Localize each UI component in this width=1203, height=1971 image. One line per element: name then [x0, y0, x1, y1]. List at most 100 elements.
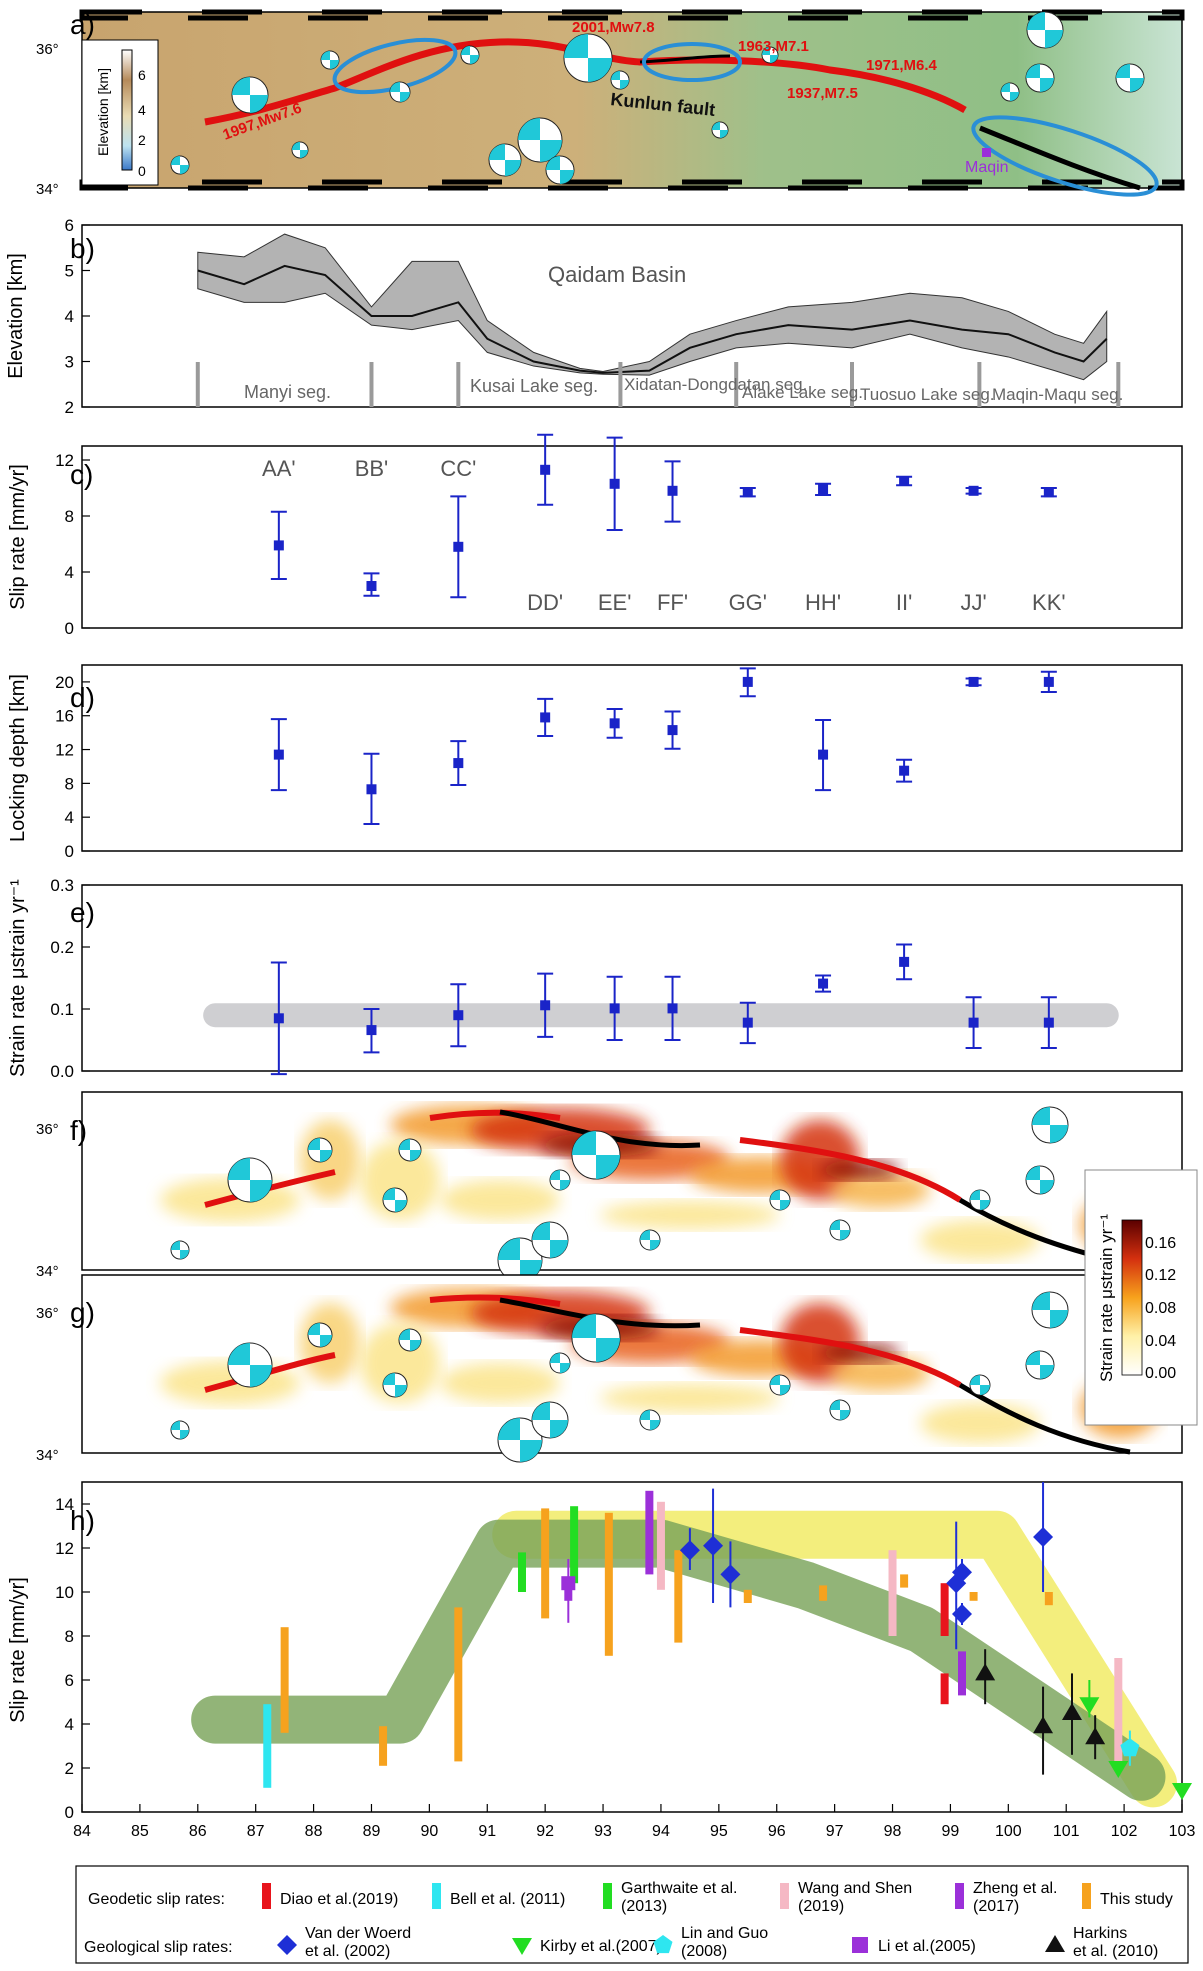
strain-rate-colorbar: Strain rate μstrain yr⁻¹ 0.16 0.12 0.08 …	[1084, 1169, 1198, 1426]
y-tick-label: 0.2	[50, 938, 74, 957]
data-point	[609, 478, 620, 489]
strain-hotspot	[820, 1343, 900, 1363]
legend-label: (2017)	[973, 1898, 1019, 1915]
geodetic-rate-bar	[454, 1607, 463, 1762]
data-point	[742, 1017, 753, 1028]
geodetic-rate-bar	[541, 1508, 550, 1619]
beachball-quadrant	[572, 1314, 620, 1362]
beachball-quadrant	[518, 118, 562, 162]
beachball-quadrant	[640, 1230, 660, 1250]
y-tick-label: 12	[55, 741, 74, 760]
legend-swatch	[432, 1883, 441, 1909]
panel-a-map: Maqin 2001,Mw7.8 1963,M7.1 1971,M6.4 193…	[36, 9, 1185, 198]
panel-label: g)	[70, 1297, 95, 1328]
beachball-quadrant	[171, 1421, 189, 1439]
y-tick-label: 0.1	[50, 1000, 74, 1019]
y-tick-label: 16	[55, 707, 74, 726]
legend-label: (2019)	[798, 1898, 844, 1915]
elevation-profile	[197, 233, 1108, 381]
town-marker	[982, 148, 991, 157]
data-point	[968, 485, 979, 496]
y-tick-label: 8	[65, 774, 74, 793]
legend-title-geodetic: Geodetic slip rates:	[88, 1891, 225, 1908]
lat-tick: 36°	[36, 41, 59, 58]
beachball-quadrant	[572, 1131, 620, 1179]
y-tick-label: 4	[65, 563, 74, 582]
beachball-quadrant	[308, 1138, 332, 1162]
strain-hotspot	[920, 1403, 1040, 1443]
rupture-trace	[204, 1109, 962, 1208]
strain-hotspot	[300, 1303, 360, 1383]
x-tick-label: 95	[710, 1823, 728, 1840]
colorbar-tick: 0.08	[1145, 1300, 1176, 1317]
colorbar-tick: 0.16	[1145, 1235, 1176, 1252]
x-tick-label: 103	[1169, 1823, 1196, 1840]
beachball-quadrant	[232, 77, 268, 113]
colorbar-tick: 0.04	[1145, 1333, 1176, 1350]
y-axis-label: Elevation [km]	[5, 253, 27, 379]
town-label: Maqin	[965, 159, 1009, 176]
beachball-quadrant	[770, 1190, 790, 1210]
beachball-quadrant	[1001, 83, 1019, 101]
x-tick-label: 87	[247, 1823, 265, 1840]
x-tick-label: 84	[73, 1823, 91, 1840]
x-tick-label: 101	[1053, 1823, 1080, 1840]
beachball-quadrant	[532, 1402, 568, 1438]
x-tick-label: 86	[189, 1823, 207, 1840]
geological-rate-marker	[975, 1663, 996, 1681]
data-point	[273, 749, 284, 760]
data-point	[540, 1000, 551, 1011]
geodetic-rate-bar	[900, 1574, 909, 1588]
y-tick-label: 12	[55, 451, 74, 470]
mean-elevation-line	[197, 264, 1108, 374]
y-tick-label: 4	[65, 1715, 74, 1734]
beachball-quadrant	[611, 71, 629, 89]
data-point	[609, 718, 620, 729]
x-tick-label: 93	[594, 1823, 612, 1840]
data-point	[366, 784, 377, 795]
beachball-quadrant	[970, 1190, 990, 1210]
y-ticks: 0.3 0.2 0.1 0.0	[50, 876, 90, 1081]
y-tick-label: 12	[55, 1539, 74, 1558]
geological-rate-marker	[1033, 1527, 1054, 1547]
geodetic-rate-bar	[280, 1627, 289, 1733]
beachball-quadrant	[171, 1241, 189, 1259]
y-tick-label: 8	[65, 1627, 74, 1646]
beachball-quadrant	[321, 51, 339, 69]
y-tick-label: 0.0	[50, 1062, 74, 1081]
geodetic-rate-bar	[604, 1512, 613, 1656]
x-tick-label: 91	[478, 1823, 496, 1840]
legend-geodetic-items: Diao et al.(2019) Bell et al. (2011) Garth…	[262, 1880, 1173, 1915]
profile-label: CC'	[440, 456, 476, 481]
x-tick-label: 88	[305, 1823, 323, 1840]
y-axis-label: Slip rate [mm/yr]	[7, 1577, 29, 1723]
y-tick-label: 0	[65, 842, 74, 861]
geodetic-rate-bar	[888, 1550, 897, 1636]
beachball-quadrant	[970, 1375, 990, 1395]
segment-label: Tuosuo Lake seg.	[860, 385, 995, 404]
geological-markers	[561, 1482, 1192, 1800]
event-label: 1963,M7.1	[738, 38, 809, 55]
geodetic-rate-bar	[1114, 1658, 1123, 1766]
data-point	[899, 956, 910, 967]
data-point	[667, 485, 678, 496]
panel-label: h)	[70, 1505, 95, 1536]
legend-label: Kirby et al.(2007)	[540, 1938, 662, 1955]
legend-label: Zheng et al.	[973, 1880, 1058, 1897]
colorbar-tick: 2	[138, 132, 146, 148]
data-point	[899, 765, 910, 776]
legend-label: Garthwaite et al.	[621, 1880, 738, 1897]
x-tick-label: 100	[995, 1823, 1022, 1840]
beachball-quadrant	[228, 1343, 272, 1387]
geological-rate-marker	[952, 1562, 972, 1583]
profile-label: II'	[896, 590, 912, 615]
legend-label: Diao et al.(2019)	[280, 1891, 398, 1908]
elevation-legend-box	[81, 39, 159, 186]
panel-c-slip-rate: AA' BB' CC' DD' EE' FF' GG' HH' II' JJ' KK' c) Sli…	[7, 433, 1183, 638]
locking-depth-points	[270, 667, 1057, 825]
y-ticks: 12 8 4 0	[55, 451, 90, 638]
y-tick-label: 3	[65, 353, 74, 372]
geodetic-rate-bar	[958, 1651, 966, 1696]
elevation-range-band	[197, 233, 1108, 381]
